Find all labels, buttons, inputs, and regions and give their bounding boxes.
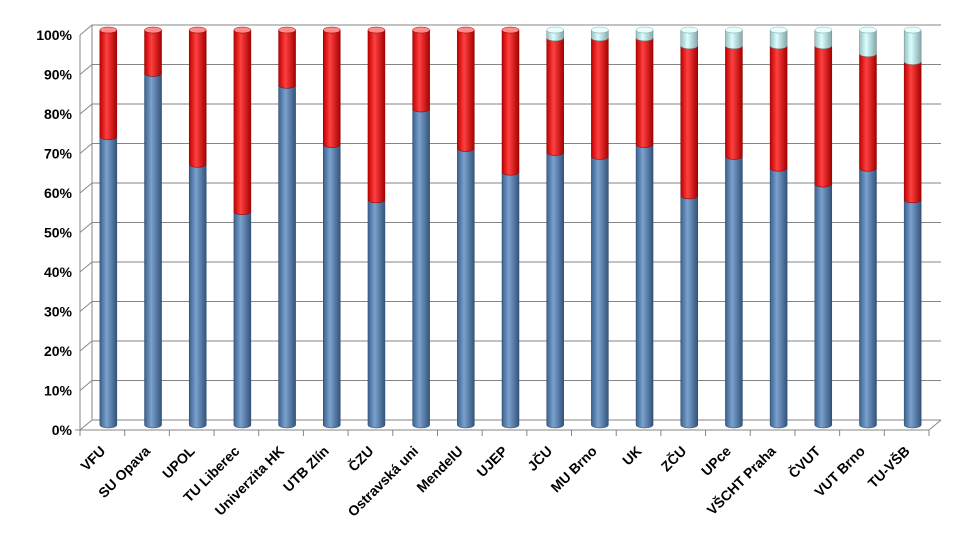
bar-cap (144, 26, 162, 34)
bar-segment (188, 29, 207, 168)
x-tick-label: ZČU (657, 442, 689, 474)
gridline-diagonal (79, 340, 93, 352)
x-tick-label: TU-VŠB (864, 442, 913, 491)
y-tick-label: 0% (52, 422, 73, 438)
gridline-diagonal (79, 301, 93, 312)
bar-segment (144, 73, 162, 429)
bar-cap (546, 26, 564, 34)
bar-segment (99, 136, 118, 429)
y-tick-label: 30% (44, 304, 73, 320)
gridline-diagonal (79, 103, 93, 115)
bar-segment (144, 29, 162, 77)
bar-segment (859, 29, 877, 57)
bar-cap (859, 26, 877, 34)
gridline-diagonal (79, 24, 93, 36)
bar-segment (412, 108, 430, 429)
x-tick-label: UTB Zlín (280, 443, 332, 495)
bar-segment (591, 156, 609, 429)
bar-cap (769, 26, 788, 34)
y-tick-label: 70% (44, 146, 73, 162)
x-tick-label: MU Brno (547, 443, 600, 496)
bar-cap (412, 26, 430, 34)
x-tick-label: UPce (698, 443, 734, 479)
bar-segment (457, 148, 475, 429)
bar-segment (99, 29, 118, 140)
x-tick-label: MendelU (413, 443, 466, 496)
gridline-diagonal (79, 143, 93, 154)
bars (99, 26, 922, 429)
bar-segment (188, 164, 207, 429)
y-tick-label: 20% (44, 343, 73, 359)
bar-segment (725, 156, 743, 429)
bar-segment (903, 29, 922, 65)
bar-segment (903, 61, 922, 204)
bar-segment (591, 37, 609, 160)
bar-cap (903, 26, 922, 34)
bar-segment (412, 29, 430, 113)
bar-segment (680, 195, 698, 429)
gridline-diagonal (79, 261, 93, 273)
bar-cap (591, 26, 609, 34)
bar-segment (635, 144, 654, 429)
bar-cap (367, 26, 386, 34)
bar-cap (501, 26, 520, 34)
y-tick-label: 90% (44, 67, 73, 83)
bar-segment (814, 45, 833, 188)
y-tick-label: 60% (44, 185, 73, 201)
bar-segment (278, 29, 296, 89)
gridline-diagonal (79, 380, 93, 391)
bar-cap (457, 26, 475, 34)
bar-segment (457, 29, 475, 152)
bar-cap (188, 26, 207, 34)
y-tick-label: 10% (44, 383, 73, 399)
bar-cap (814, 26, 833, 34)
bar-segment (769, 45, 788, 172)
gridline-diagonal (79, 222, 93, 233)
gridline-diagonal (79, 64, 93, 75)
bar-segment (635, 37, 654, 148)
x-tick-label: JČU (523, 442, 555, 474)
bar-segment (769, 168, 788, 429)
bar-cap (680, 26, 698, 34)
bar-segment (233, 29, 252, 215)
gridline-diagonal (79, 419, 93, 431)
bar-cap (635, 26, 654, 34)
bar-segment (501, 172, 520, 429)
bar-segment (859, 168, 877, 429)
x-tick-label: ČVUT (784, 442, 823, 481)
bar-cap (99, 26, 118, 34)
x-tick-label: UK (619, 443, 645, 469)
y-tick-label: 80% (44, 106, 73, 122)
bar-segment (859, 53, 877, 172)
bar-segment (278, 85, 296, 429)
bar-cap (233, 26, 252, 34)
x-tick-label: UJEP (473, 443, 510, 480)
x-tick-label: VFU (77, 443, 108, 474)
bar-segment (501, 29, 520, 176)
bar-cap (725, 26, 743, 34)
bar-segment (323, 144, 341, 429)
x-tick-label: UPOL (159, 442, 198, 481)
y-tick-label: 100% (36, 27, 72, 43)
bar-segment (367, 29, 386, 204)
x-axis-end-line (928, 419, 942, 431)
bar-segment (233, 211, 252, 429)
bar-segment (903, 199, 922, 429)
bar-segment (546, 37, 564, 156)
bar-segment (546, 152, 564, 429)
bar-cap (278, 26, 296, 34)
gridline-diagonal (79, 182, 93, 194)
bar-cap (323, 26, 341, 34)
bar-segment (814, 183, 833, 429)
y-tick-label: 50% (44, 225, 73, 241)
bar-segment (680, 45, 698, 200)
y-tick-label: 40% (44, 264, 73, 280)
bar-segment (367, 199, 386, 429)
bar-segment (725, 45, 743, 160)
x-tick-label: ČZU (344, 442, 376, 474)
bar-segment (323, 29, 341, 148)
axes (75, 25, 942, 436)
